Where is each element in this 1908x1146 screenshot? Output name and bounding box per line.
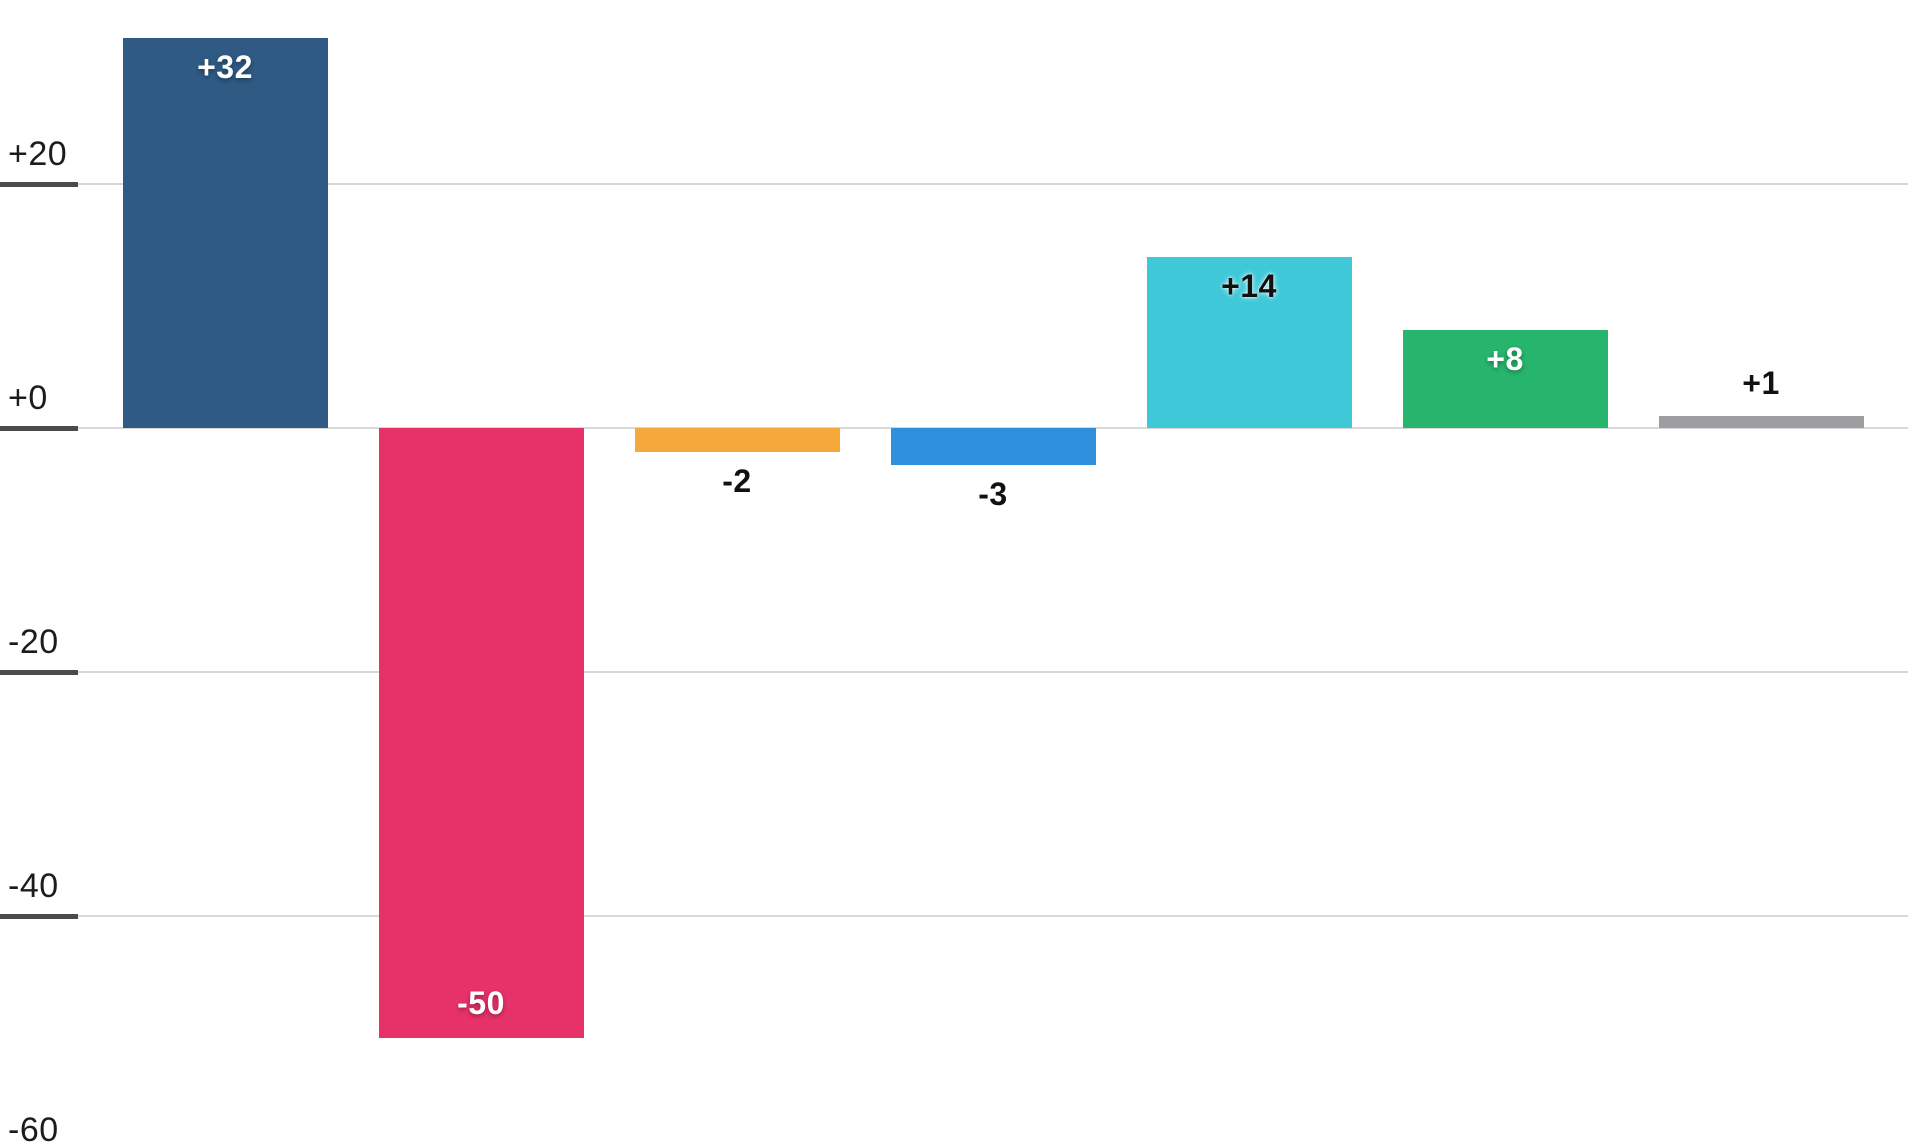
bar [122,37,328,428]
bar [1402,330,1608,428]
y-axis-label: -60 [8,1111,59,1146]
bar-value-label: -50 [457,985,505,1021]
gridline [0,183,1908,185]
y-axis-tick [0,426,78,431]
bar [1146,257,1352,428]
bar-value-label: -3 [978,475,1008,512]
y-axis-label: -40 [8,867,59,905]
gridline [0,671,1908,673]
y-axis-label: +20 [8,135,68,173]
bar-value-label: -2 [722,463,752,500]
gridline [0,915,1908,917]
bar-value-label: +1 [1742,364,1780,401]
bar [890,428,1096,465]
bar-value-label: +14 [1221,268,1277,305]
y-axis-label: +0 [8,379,48,417]
y-axis-tick [0,914,78,919]
y-axis-tick [0,670,78,675]
bar [378,428,584,1038]
y-axis-tick [0,182,78,187]
bar-value-label: +32 [197,48,253,85]
bar-value-label: +8 [1486,341,1524,378]
y-axis-label: -20 [8,623,59,661]
bar [634,428,840,453]
bar [1658,415,1864,428]
